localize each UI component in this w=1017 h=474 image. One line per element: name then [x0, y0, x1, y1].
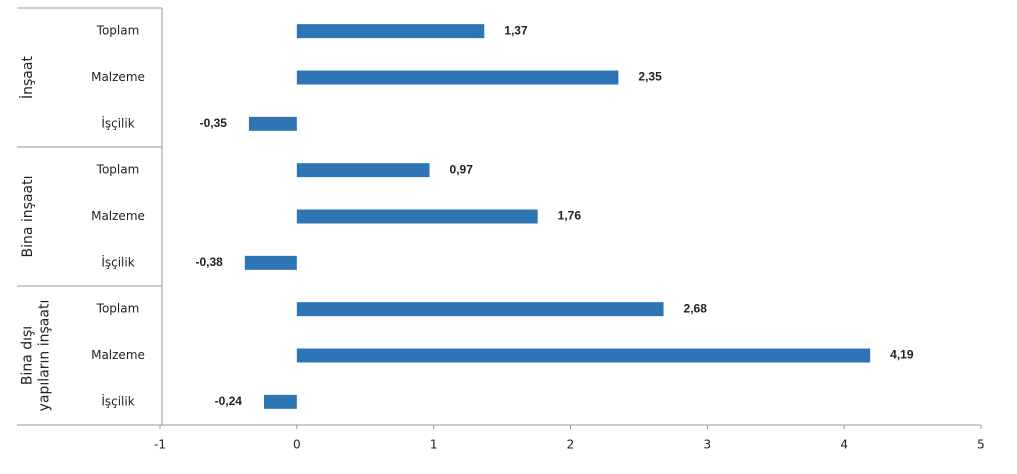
x-tick-label: 2	[567, 438, 575, 452]
group-label: Bina dışı	[20, 326, 36, 385]
bar	[296, 209, 538, 224]
group-label: yapıların inşaatı	[37, 300, 53, 412]
y-tick-label: Malzeme	[91, 70, 145, 84]
value-label: 1,37	[504, 23, 528, 37]
bar	[296, 70, 619, 85]
bar	[296, 24, 485, 39]
value-label: -0,35	[200, 116, 228, 130]
x-tick-label: 0	[293, 438, 301, 452]
y-tick-label: Toplam	[96, 302, 140, 316]
y-tick-label: Toplam	[96, 24, 140, 38]
bar	[296, 302, 664, 317]
x-tick-label: -1	[154, 438, 166, 452]
x-tick-label: 1	[430, 438, 438, 452]
bar	[244, 255, 297, 270]
value-label: 4,19	[890, 348, 914, 362]
group-label: Bina inşaatı	[20, 176, 36, 258]
x-tick-label: 5	[977, 438, 985, 452]
y-tick-label: İşçilik	[101, 115, 134, 130]
y-tick-label: Toplam	[96, 163, 140, 177]
y-tick-label: Malzeme	[91, 209, 145, 223]
y-tick-label: İşçilik	[101, 254, 134, 269]
y-tick-label: İşçilik	[101, 393, 134, 408]
value-label: 0,97	[450, 162, 474, 176]
bar	[263, 394, 297, 409]
group-label: İnşaat	[18, 56, 36, 99]
bar	[248, 116, 297, 131]
bar	[296, 348, 871, 363]
value-label: 1,76	[558, 209, 582, 223]
bar	[296, 163, 430, 178]
value-label: 2,68	[684, 301, 708, 315]
x-tick-label: 3	[704, 438, 712, 452]
value-label: -0,38	[195, 255, 223, 269]
x-tick-label: 4	[840, 438, 848, 452]
y-tick-label: Malzeme	[91, 348, 145, 362]
value-label: 2,35	[638, 70, 662, 84]
value-label: -0,24	[215, 394, 243, 408]
